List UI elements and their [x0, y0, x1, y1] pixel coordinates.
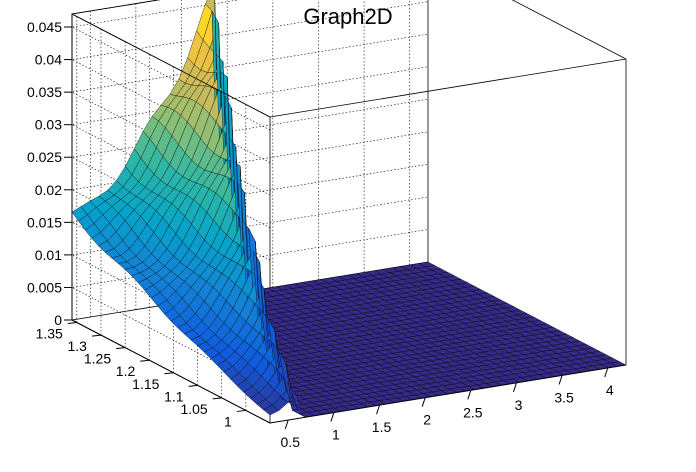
z-tick-label: 0.005: [27, 279, 62, 295]
z-tick-label: 0: [54, 312, 62, 328]
y-tick-label: 1.35: [36, 326, 63, 342]
x-tick-label: 3: [515, 397, 523, 413]
x-tick-label: 2.5: [463, 404, 483, 420]
surface-layer: [71, 0, 627, 418]
y-tick-label: 1.1: [164, 388, 184, 404]
x-tick: [421, 397, 426, 407]
x-tick: [284, 419, 289, 430]
x-tick-label: 1: [332, 427, 340, 443]
x-tick-label: 3.5: [554, 389, 574, 405]
frame-edge: [71, 13, 271, 118]
y-tick: [212, 397, 222, 400]
z-tick-label: 0.035: [27, 84, 62, 100]
y-tick: [188, 384, 198, 387]
z-gridline: [71, 229, 429, 391]
y-tick: [236, 409, 246, 412]
x-tick-label: 1.5: [372, 419, 392, 435]
axis-layer: 0.5 1 1.5 2 2.5 3 3.5 4 1 1.051.1 1.151.2 1.251.3 1.…: [27, 14, 627, 450]
x-tick: [512, 382, 517, 393]
frame-edge: [71, 0, 161, 15]
z-tick-label: 0.03: [35, 117, 62, 133]
y-axis-line: [71, 319, 271, 424]
z-tick-label: 0.04: [35, 52, 62, 68]
z-tick-label: 0.02: [35, 182, 62, 198]
frame-edge: [511, 0, 627, 60]
x-tick: [467, 390, 472, 400]
z-tick-label: 0.045: [27, 19, 62, 35]
x-tick-label: 2: [423, 412, 431, 428]
frame-edge: [269, 58, 627, 118]
z-gridline: [71, 1, 429, 163]
y-tick-label: 1.15: [132, 376, 159, 392]
y-tick-label: 1.25: [84, 351, 111, 367]
z-tick-label: 0.025: [27, 149, 62, 165]
x-axis-line: [269, 364, 627, 424]
y-tick: [140, 359, 150, 362]
y-tick-label: 1.2: [116, 363, 136, 379]
x-tick: [558, 375, 563, 385]
y-tick: [67, 322, 77, 325]
x-tick-label: 4: [606, 382, 614, 398]
z-tick-label: 0.015: [27, 214, 62, 230]
x-tick-label: 0.5: [281, 434, 301, 450]
x-tick: [604, 367, 609, 378]
y-tick: [91, 334, 102, 337]
y-tick-label: 1.05: [180, 401, 207, 417]
z-tick-label: 0.01: [35, 247, 62, 263]
y-tick-label: 1: [224, 413, 232, 429]
frame-layer: [71, 0, 627, 365]
z-gridline: [71, 0, 271, 131]
x-tick: [376, 404, 381, 415]
y-tick: [116, 347, 126, 350]
y-tick: [164, 372, 174, 375]
x-tick: [330, 412, 335, 422]
y-tick-label: 1.3: [68, 338, 88, 354]
